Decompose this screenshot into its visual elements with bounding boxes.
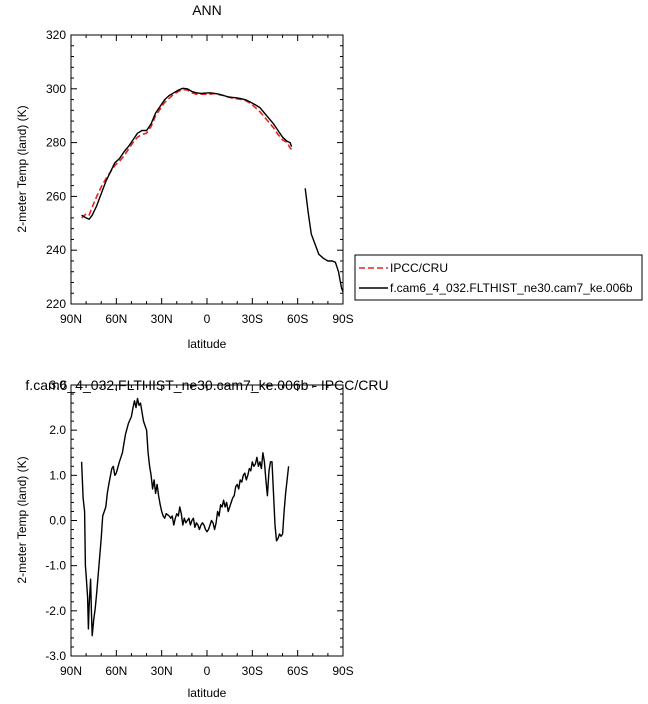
top-x-tick-label: 90S — [332, 312, 353, 326]
bottom-y-tick-label: -3.0 — [45, 649, 66, 663]
bottom-y-tick-label: 2.0 — [49, 423, 66, 437]
bottom-series-0-segment-0 — [80, 397, 290, 637]
top-ylabel: 2-meter Temp (land) (K) — [15, 105, 29, 232]
bottom-y-tick-label: 1.0 — [49, 468, 66, 482]
top-x-tick-label: 30S — [242, 312, 263, 326]
bottom-x-tick-label: 90S — [332, 664, 353, 678]
top-plot-frame — [70, 34, 344, 305]
bottom-y-tick-label: -1.0 — [45, 559, 66, 573]
bottom-ylabel: 2-meter Temp (land) (K) — [15, 456, 29, 583]
top-series-0-segment-0 — [81, 88, 293, 219]
top-x-tick-label: 60N — [105, 312, 127, 326]
top-chart-title: ANN — [192, 2, 222, 18]
bottom-x-tick-label: 60S — [287, 664, 308, 678]
bottom-x-tick-label: 90N — [60, 664, 82, 678]
bottom-x-tick-label: 0 — [204, 664, 211, 678]
top-x-tick-label: 90N — [60, 312, 82, 326]
bottom-y-tick-label: -2.0 — [45, 604, 66, 618]
top-lines — [81, 87, 344, 293]
bottom-xlabel: latitude — [188, 686, 227, 700]
top-y-tick-label: 220 — [46, 297, 66, 311]
bottom-y-tick-label: 3.0 — [49, 378, 66, 392]
bottom-panel: f.cam6_4_032.FLTHIST_ne30.cam7_ke.006b -… — [15, 377, 389, 700]
top-xlabel: latitude — [188, 337, 227, 351]
bottom-y-tick-label: 0.0 — [49, 514, 66, 528]
top-y-tick-label: 320 — [46, 28, 66, 42]
top-y-tick-label: 260 — [46, 189, 66, 203]
top-x-tick-label: 0 — [204, 312, 211, 326]
bottom-x-tick-label: 60N — [105, 664, 127, 678]
top-x-tick-label: 30N — [151, 312, 173, 326]
top-y-tick-label: 300 — [46, 82, 66, 96]
legend-label-model: f.cam6_4_032.FLTHIST_ne30.cam7_ke.006b — [390, 281, 633, 295]
top-y-tick-label: 240 — [46, 243, 66, 257]
top-x-tick-label: 60S — [287, 312, 308, 326]
bottom-ticks: 90N 60N 30N 0 30S 60S 90S -3.0 -2.0 -1.0 0.0 1.0 2.0… — [45, 378, 353, 678]
bottom-lines — [80, 397, 290, 637]
top-panel: ANN 2-meter Temp (land) (K) latitude 90N… — [15, 2, 354, 351]
top-series-1-segment-1 — [304, 188, 344, 293]
bottom-x-tick-label: 30N — [151, 664, 173, 678]
legend: IPCC/CRU f.cam6_4_032.FLTHIST_ne30.cam7_… — [354, 254, 643, 301]
top-y-tick-label: 280 — [46, 136, 66, 150]
top-series-1-segment-0 — [81, 87, 293, 220]
top-ticks: 90N 60N 30N 0 30S 60S 90S 220 240 260 280 300 320 — [46, 28, 354, 326]
bottom-x-tick-label: 30S — [242, 664, 263, 678]
bottom-plot-frame — [70, 384, 344, 657]
legend-label-ipcc: IPCC/CRU — [390, 261, 448, 275]
legend-box — [354, 254, 643, 301]
